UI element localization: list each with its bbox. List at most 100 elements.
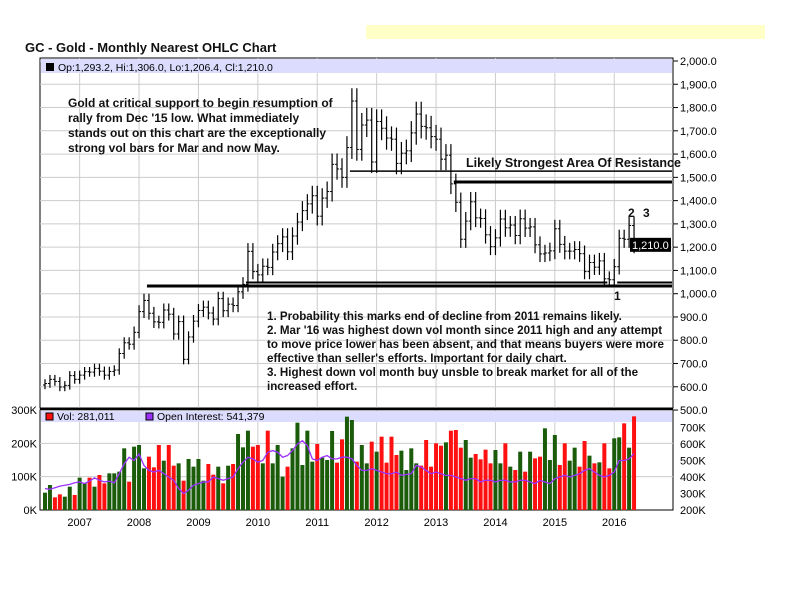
volume-bar [102,483,107,510]
volume-bar [211,474,216,510]
ohlc-legend-text: Op:1,293.2, Hi:1,306.0, Lo:1,206.4, Cl:1… [58,62,273,74]
volume-bar [379,436,384,510]
volume-bar [409,448,414,510]
volume-bar [349,420,354,510]
vol-legend-text: Vol: 281,011 [57,411,115,423]
volume-bar [394,455,399,510]
price-tick-label: 800.0 [680,335,708,347]
price-tick-label: 1,500.0 [680,172,717,184]
volume-bar [231,464,236,510]
price-tick-label: 1,200.0 [680,242,717,254]
note-bottom: 1. Probability this marks end of decline… [267,310,669,394]
volume-bar [369,441,374,510]
volume-bar [582,441,587,510]
volume-bar [434,443,439,510]
volume-bar [419,465,424,510]
volume-bar [87,477,92,510]
volume-bar [542,428,547,510]
volume-bar [146,456,151,510]
volume-bar [43,492,47,510]
volume-bar [216,466,221,510]
volume-bar [404,470,409,510]
volume-bar [270,463,275,510]
oi-tick-label: 700K [680,423,706,435]
price-tick-label: 600.0 [680,382,708,394]
oi-legend-swatch [145,412,154,421]
volume-bar [439,445,443,510]
volume-bar [448,430,453,510]
volume-bar [538,456,542,510]
volume-bar [226,465,231,510]
volume-bar [414,463,419,510]
volume-tick-label: 300K [11,405,37,417]
volume-bar [632,416,637,510]
volume-bar [171,465,176,510]
note-point-1: 1. Probability this marks end of decline… [267,310,622,323]
volume-bar [478,459,483,510]
volume-bar [572,447,577,510]
oi-tick-label: 600K [680,439,706,451]
volume-bar [330,431,335,510]
year-label: 2012 [364,517,388,529]
volume-bar [562,443,567,510]
note-top: Gold at critical support to begin resump… [68,96,333,155]
volume-bar [221,483,226,510]
volume-bar [315,444,320,510]
volume-bar [107,473,112,510]
volume-bar [617,437,622,510]
volume-bar [290,448,295,510]
volume-bar [384,462,389,510]
volume-bar [285,466,290,510]
volume-bar [112,473,117,510]
volume-bar [151,467,156,510]
oi-tick-label: 200K [680,505,706,517]
volume-bar [607,468,612,510]
price-tick-label: 1,700.0 [680,126,717,138]
volume-bar [52,497,57,510]
volume-tick-label: 200K [11,438,37,450]
volume-bar [320,457,325,510]
label-3: 3 [643,206,650,220]
volume-bar [374,451,379,510]
volume-bar [117,471,122,510]
price-tick-label: 1,600.0 [680,149,717,161]
legend-band [41,59,672,73]
label-2: 2 [628,206,635,220]
volume-bar [265,430,270,510]
volume-bar [552,435,557,510]
volume-bar [156,445,161,510]
volume-bar [335,462,340,510]
volume-bar [627,447,632,510]
volume-bar [359,445,364,510]
year-label: 2009 [186,517,210,529]
volume-bar [354,461,359,510]
volume-bar [122,448,127,510]
ohlc-legend-swatch [46,63,54,71]
year-label: 2014 [483,517,507,529]
volume-bar [453,430,458,510]
volume-bar [57,494,62,510]
volume-bar [72,495,77,510]
volume-bar [161,460,166,510]
volume-bar [67,486,72,510]
volume-bar [592,463,597,510]
volume-tick-label: 0K [24,505,38,517]
volume-bar [181,480,186,510]
last-price-box [630,237,671,252]
year-label: 2015 [543,517,567,529]
volume-bar [424,440,429,510]
price-tick-label: 1,300.0 [680,219,717,231]
volume-bar [137,445,142,510]
price-tick-label: 700.0 [680,359,708,371]
price-tick-label: 2,000.0 [680,56,717,68]
highlight-box [366,25,765,39]
price-tick-label: 500.0 [680,405,708,417]
volume-bar [344,416,349,510]
volume-bar [612,438,617,510]
oi-tick-label: 500K [680,456,706,468]
price-tick-label: 900.0 [680,312,708,324]
open-interest-line [44,439,635,495]
volume-bar [503,443,508,510]
volume-bar [127,481,132,510]
year-label: 2010 [246,517,270,529]
